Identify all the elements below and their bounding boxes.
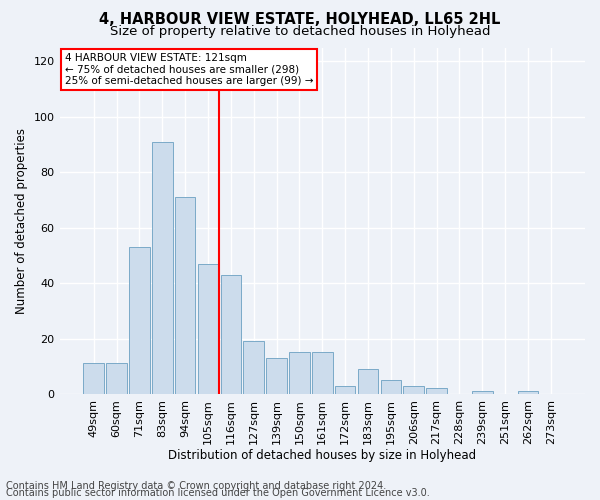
Bar — [106, 364, 127, 394]
Bar — [380, 380, 401, 394]
Bar — [518, 391, 538, 394]
Bar — [83, 364, 104, 394]
Text: Contains public sector information licensed under the Open Government Licence v3: Contains public sector information licen… — [6, 488, 430, 498]
Text: Contains HM Land Registry data © Crown copyright and database right 2024.: Contains HM Land Registry data © Crown c… — [6, 481, 386, 491]
Bar — [358, 369, 378, 394]
Bar — [175, 197, 196, 394]
Bar — [152, 142, 173, 394]
Bar — [198, 264, 218, 394]
Text: 4, HARBOUR VIEW ESTATE, HOLYHEAD, LL65 2HL: 4, HARBOUR VIEW ESTATE, HOLYHEAD, LL65 2… — [100, 12, 500, 28]
Bar — [244, 342, 264, 394]
Bar — [266, 358, 287, 394]
Bar — [221, 275, 241, 394]
Bar — [289, 352, 310, 394]
Text: 4 HARBOUR VIEW ESTATE: 121sqm
← 75% of detached houses are smaller (298)
25% of : 4 HARBOUR VIEW ESTATE: 121sqm ← 75% of d… — [65, 52, 313, 86]
Bar — [312, 352, 332, 394]
Bar — [129, 247, 150, 394]
Text: Size of property relative to detached houses in Holyhead: Size of property relative to detached ho… — [110, 25, 490, 38]
Bar — [426, 388, 447, 394]
Bar — [472, 391, 493, 394]
Bar — [335, 386, 355, 394]
Bar — [403, 386, 424, 394]
X-axis label: Distribution of detached houses by size in Holyhead: Distribution of detached houses by size … — [168, 450, 476, 462]
Y-axis label: Number of detached properties: Number of detached properties — [15, 128, 28, 314]
